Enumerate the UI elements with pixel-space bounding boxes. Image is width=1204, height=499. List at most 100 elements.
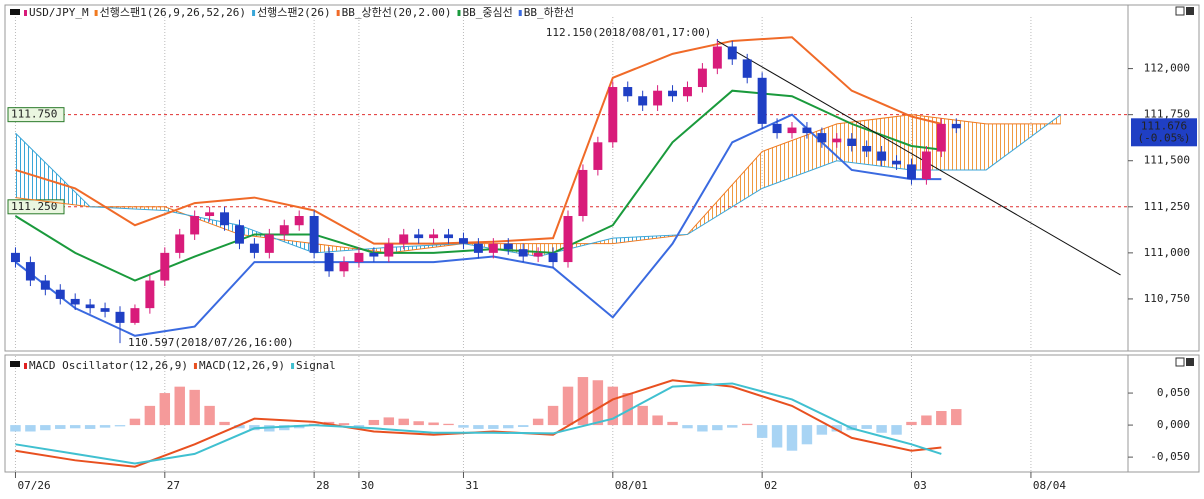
histogram-bar: [622, 393, 633, 426]
legend-swatch: [518, 10, 522, 16]
candle-body: [175, 234, 185, 253]
window-button[interactable]: [1175, 357, 1185, 367]
last-price: 111.676: [1141, 119, 1187, 132]
candle-body: [921, 151, 931, 180]
histogram-bar: [876, 425, 887, 433]
histogram-bar: [413, 421, 424, 426]
candle-body: [593, 142, 603, 170]
histogram-bar: [473, 425, 484, 429]
candle-body: [682, 87, 692, 97]
candle-body: [70, 298, 80, 305]
histogram-bar: [99, 425, 111, 428]
histogram-bar: [891, 425, 902, 435]
legend-label: Signal: [296, 359, 336, 372]
y-tick-label: 110,750: [1144, 292, 1190, 305]
y-tick-label: 0,000: [1157, 418, 1190, 431]
legend-swatch: [94, 10, 98, 16]
hline-label: 111.250: [11, 200, 57, 213]
legend-swatch: [10, 9, 20, 15]
candle-body: [533, 252, 543, 257]
candle-body: [100, 308, 110, 312]
candle-body: [488, 243, 498, 253]
cloud: [836, 114, 912, 170]
y-tick-label: 111,000: [1144, 246, 1190, 259]
candle-body: [877, 151, 887, 161]
histogram-bar: [682, 425, 693, 429]
legend-swatch: [336, 10, 340, 16]
close-button[interactable]: [1186, 7, 1194, 15]
histogram-bar: [831, 425, 843, 432]
indicator-line: [15, 114, 1061, 254]
histogram-bar: [174, 386, 185, 426]
legend-swatch: [291, 363, 295, 369]
candle-body: [772, 123, 782, 134]
histogram-bar: [338, 423, 350, 426]
legend-swatch: [457, 10, 461, 16]
y-tick-label: -0,050: [1150, 450, 1190, 463]
histogram-bar: [503, 425, 514, 429]
candle-body: [906, 164, 916, 180]
candle-body: [548, 252, 558, 263]
histogram-bar: [219, 421, 230, 426]
histogram-bar: [114, 425, 126, 427]
x-tick-label: 31: [465, 479, 478, 492]
histogram-bar: [69, 425, 81, 429]
y-tick-label: 111,250: [1144, 200, 1190, 213]
histogram-bar: [771, 425, 783, 448]
candle-body: [817, 133, 827, 143]
candle-body: [727, 46, 737, 60]
histogram-bar: [234, 425, 245, 429]
candle-body: [324, 252, 334, 272]
candle-body: [384, 243, 394, 257]
histogram-bar: [741, 423, 753, 426]
candle-body: [294, 216, 304, 226]
candle-body: [518, 249, 528, 257]
x-tick-label: 02: [764, 479, 777, 492]
candle-body: [608, 87, 618, 143]
legend-swatch: [193, 363, 197, 369]
histogram-bar: [697, 425, 708, 432]
candle-body: [130, 308, 140, 323]
candle-body: [309, 216, 319, 253]
candle-body: [234, 225, 244, 244]
histogram-bar: [144, 405, 156, 426]
histogram-bar: [189, 389, 200, 426]
legend-label: MACD(12,26,9): [199, 359, 285, 372]
last-price-change: (-0.05%): [1138, 131, 1191, 144]
candle-body: [444, 234, 454, 239]
candle-body: [414, 234, 424, 239]
histogram-bar: [383, 417, 395, 426]
candle-body: [862, 145, 872, 152]
histogram-bar: [129, 418, 141, 426]
histogram-bar: [786, 425, 798, 451]
x-tick-label: 30: [361, 479, 374, 492]
close-button[interactable]: [1186, 358, 1194, 366]
histogram-bar: [607, 386, 619, 426]
histogram-bar: [55, 425, 66, 429]
window-button[interactable]: [1175, 6, 1185, 16]
candle-body: [951, 123, 961, 129]
candle-body: [85, 304, 95, 309]
x-tick-label: 08/04: [1033, 479, 1066, 492]
candle-body: [712, 46, 722, 69]
legend-label: BB_상한선(20,2.00): [342, 6, 452, 19]
trendline: [717, 40, 1121, 276]
histogram-bar: [25, 425, 36, 432]
hline-label: 111.750: [11, 108, 57, 121]
histogram-bar: [906, 421, 917, 426]
histogram-bar: [458, 425, 469, 428]
y-tick-label: 0,050: [1157, 386, 1190, 399]
x-tick-label: 03: [913, 479, 926, 492]
candle-body: [115, 311, 125, 323]
histogram-bar: [637, 405, 648, 426]
histogram-bar: [517, 425, 529, 428]
last-price-box: [1131, 118, 1197, 147]
candle-body: [563, 216, 573, 263]
histogram-bar: [547, 405, 559, 426]
candle-body: [145, 280, 155, 309]
candle-body: [339, 262, 349, 272]
candle-body: [892, 160, 902, 165]
histogram-bar: [368, 419, 380, 426]
